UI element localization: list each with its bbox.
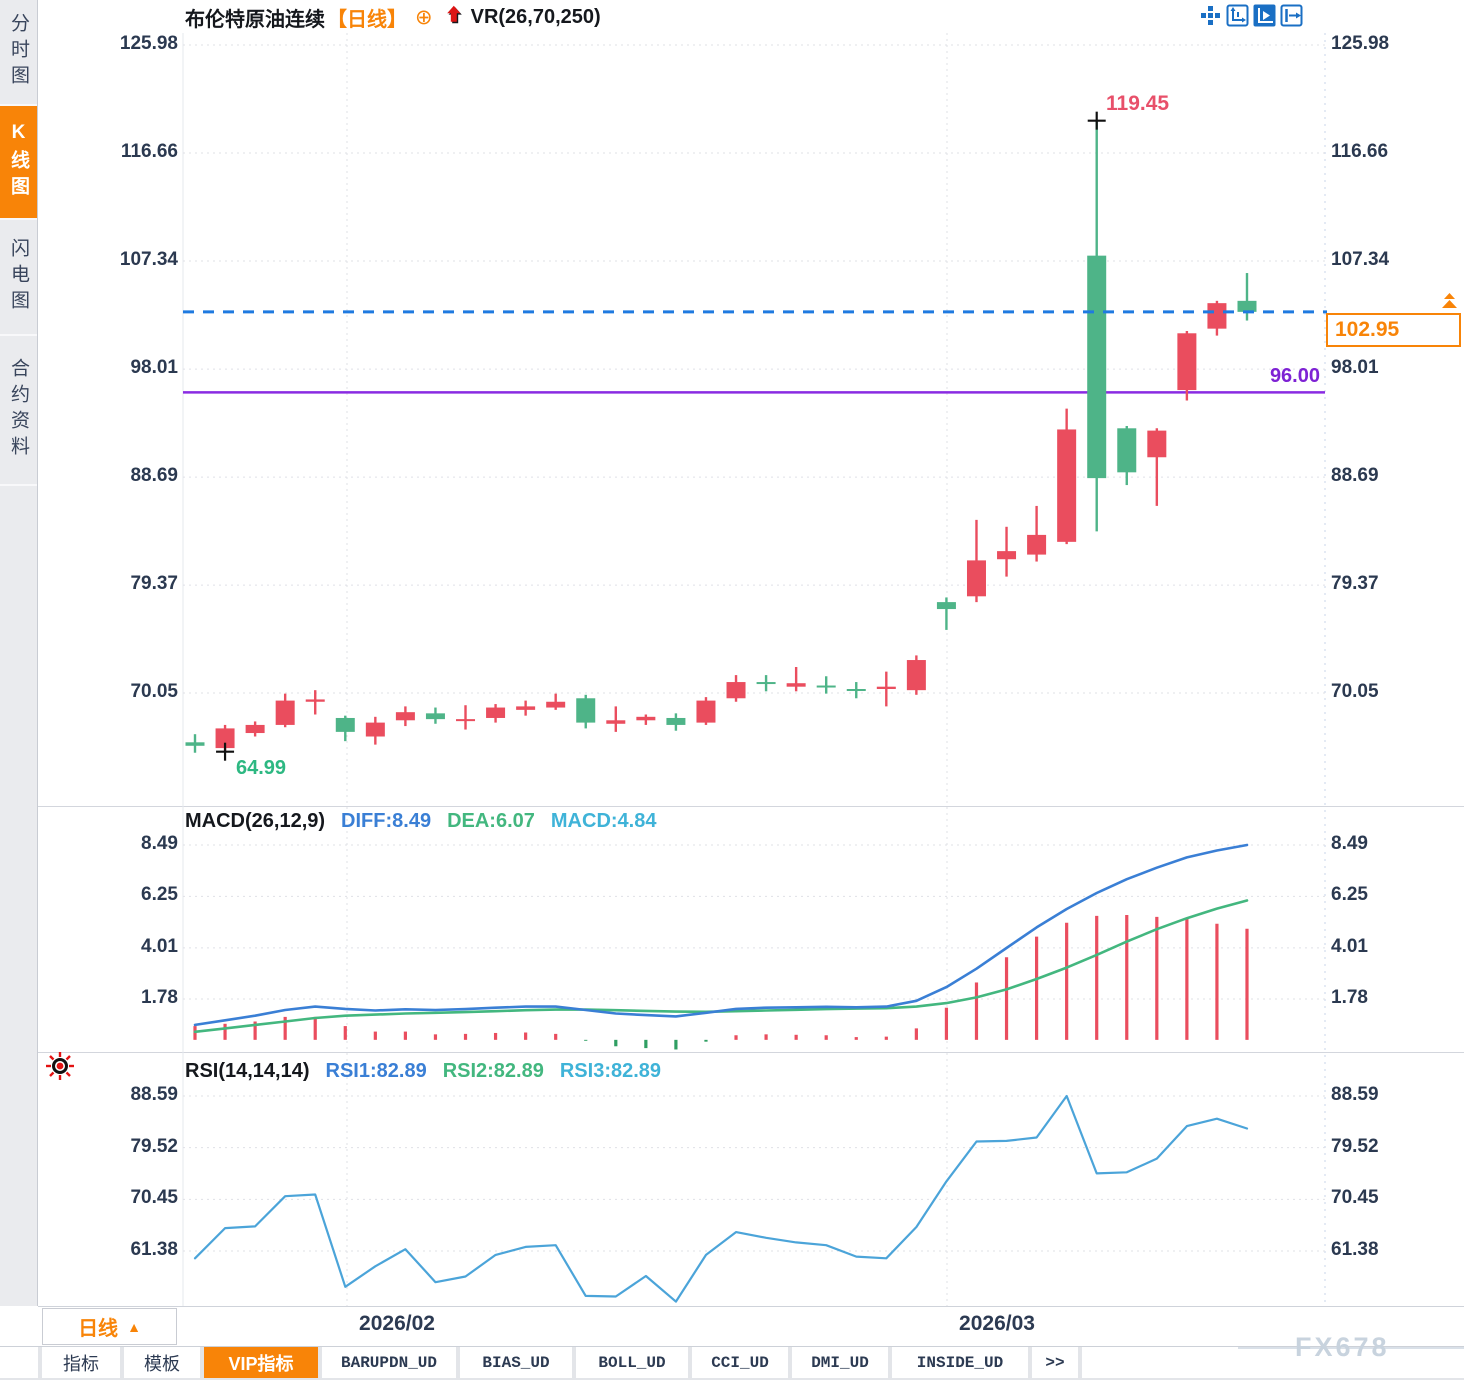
pane-divider	[38, 806, 1464, 807]
x-axis-strip	[38, 1306, 1464, 1346]
candle-body	[636, 716, 656, 721]
candle-body	[846, 689, 866, 692]
candle-body	[245, 724, 265, 734]
up-arrow-icon	[445, 4, 463, 31]
rsi2-value: RSI2:82.89	[442, 1060, 544, 1082]
macd-macd-value: MACD:4.84	[550, 810, 657, 832]
bottom-tab-dmi[interactable]: DMI_UD	[792, 1347, 888, 1378]
candle-body	[335, 717, 355, 732]
rsi1-value: RSI1:82.89	[325, 1060, 427, 1082]
left-sidebar: 分时图 K线图 闪电图 合约资料	[0, 0, 38, 1306]
candle-body	[1207, 303, 1227, 329]
candle-body	[1057, 429, 1077, 542]
bottom-tab-filler	[1082, 1347, 1464, 1378]
candle-body	[696, 700, 716, 723]
candle-body	[576, 698, 596, 723]
axis-range-icon[interactable]	[1226, 4, 1249, 27]
sidebar-tab-time-chart[interactable]: 分时图	[0, 0, 37, 106]
sidebar-tab-lightning-chart[interactable]: 闪电图	[0, 220, 37, 336]
macd-dea-value: DEA:6.07	[447, 810, 535, 832]
candle-body	[1087, 255, 1107, 479]
price-up-arrows-icon	[1441, 293, 1458, 315]
chart-toolbar	[1199, 4, 1303, 27]
candle-body	[486, 707, 506, 718]
symbol-name: 布伦特原油连续	[185, 8, 325, 31]
bottom-tab-more[interactable]: >>	[1032, 1347, 1078, 1378]
bottom-tab-corner	[0, 1347, 38, 1378]
candle-body	[816, 685, 836, 688]
bottom-tab-cci[interactable]: CCI_UD	[692, 1347, 788, 1378]
candle-body	[666, 717, 686, 725]
period-selector[interactable]: 日线 ▲	[42, 1308, 177, 1345]
bottom-tab-barupdn[interactable]: BARUPDN_UD	[322, 1347, 456, 1378]
bottom-tab-inside[interactable]: INSIDE_UD	[892, 1347, 1028, 1378]
bottom-tab-templates[interactable]: 模板	[124, 1347, 200, 1378]
candle-body	[1027, 534, 1047, 555]
sidebar-tab-contract-info[interactable]: 合约资料	[0, 336, 37, 486]
last-price-box: 102.95	[1326, 313, 1461, 347]
watermark-line	[1238, 1347, 1464, 1349]
candle-body	[997, 551, 1017, 560]
bottom-tab-boll[interactable]: BOLL_UD	[576, 1347, 688, 1378]
indicator-settings-icon[interactable]	[44, 1050, 76, 1087]
bottom-tab-bias[interactable]: BIAS_UD	[460, 1347, 572, 1378]
candle-body	[756, 682, 776, 685]
candle-body	[1237, 300, 1257, 312]
candle-body	[1117, 428, 1137, 473]
candle-body	[786, 683, 806, 687]
sidebar-tab-kline-chart[interactable]: K线图	[0, 106, 37, 220]
vr-indicator-label: VR(26,70,250)	[470, 5, 601, 28]
candle-body	[456, 719, 476, 722]
triangle-up-icon: ▲	[127, 1318, 141, 1335]
candle-body	[516, 706, 536, 710]
rsi-title: RSI(14,14,14)	[185, 1060, 310, 1082]
candle-body	[185, 742, 205, 746]
candle-body	[395, 712, 415, 721]
candle-body	[215, 728, 235, 749]
candle-body	[726, 682, 746, 699]
auto-scale-icon[interactable]	[1253, 4, 1276, 27]
candle-body	[275, 700, 295, 725]
candle-body	[1147, 430, 1167, 458]
period-tag: 【日线】	[327, 8, 407, 31]
candle-body	[305, 699, 325, 702]
macd-header: MACD(26,12,9) DIFF:8.49 DEA:6.07 MACD:4.…	[185, 810, 656, 833]
candle-body	[425, 713, 445, 720]
pan-crosshair-icon[interactable]	[1199, 4, 1222, 27]
attach-indicator-icon[interactable]: ⊕	[415, 5, 433, 29]
candle-body	[876, 686, 896, 690]
candle-body	[365, 722, 385, 737]
rsi3-value: RSI3:82.89	[559, 1060, 662, 1082]
candle-body	[606, 720, 626, 724]
period-selector-label: 日线	[78, 1318, 119, 1340]
candle-body	[546, 701, 566, 708]
candle-body	[936, 602, 956, 610]
collapse-panel-icon[interactable]	[1280, 4, 1303, 27]
macd-title: MACD(26,12,9)	[185, 810, 326, 832]
watermark: FX678	[1295, 1332, 1390, 1362]
chart-header: 布伦特原油连续 【日线】 ⊕ VR(26,70,250)	[185, 4, 601, 31]
candle-body	[1177, 333, 1197, 391]
macd-diff-value: DIFF:8.49	[341, 810, 432, 832]
bottom-tab-vip-indicators[interactable]: VIP指标	[204, 1347, 318, 1378]
pane-divider	[38, 1052, 1464, 1053]
candle-body	[906, 660, 926, 691]
candle-body	[966, 560, 986, 597]
rsi-header: RSI(14,14,14) RSI1:82.89 RSI2:82.89 RSI3…	[185, 1060, 661, 1083]
bottom-tab-indicators[interactable]: 指标	[42, 1347, 120, 1378]
